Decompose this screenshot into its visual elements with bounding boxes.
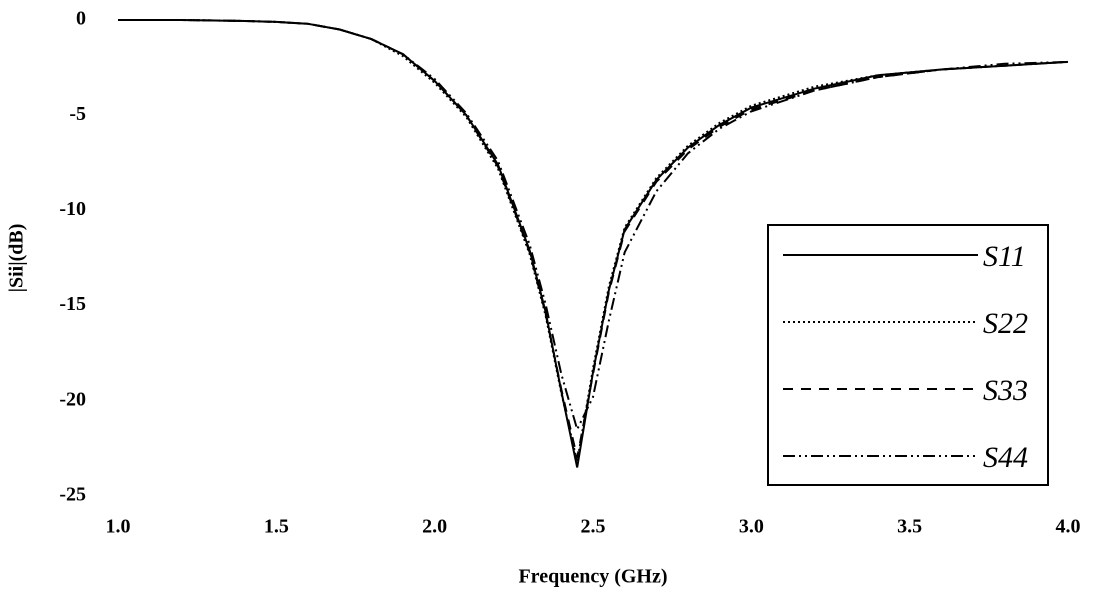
- x-tick-label: 1.0: [106, 516, 131, 538]
- x-tick-label: 1.5: [264, 516, 289, 538]
- y-tick-label: -15: [59, 293, 86, 315]
- x-tick-label: 2.5: [581, 516, 606, 538]
- legend-label: S44: [983, 441, 1028, 474]
- x-tick-label: 2.0: [422, 516, 447, 538]
- x-tick-label: 3.5: [897, 516, 922, 538]
- x-axis-label: Frequency (GHz): [518, 566, 667, 588]
- legend-label: S11: [983, 240, 1026, 273]
- y-tick-label: -25: [59, 484, 86, 506]
- y-tick-label: 0: [76, 8, 86, 30]
- legend-label: S22: [983, 307, 1028, 340]
- legend-box: [767, 224, 1049, 486]
- y-tick-label: -20: [59, 388, 86, 410]
- x-tick-label: 4.0: [1056, 516, 1081, 538]
- line-series: [118, 19, 1069, 433]
- y-tick-label: -5: [69, 103, 86, 125]
- y-tick-label: -10: [59, 198, 86, 220]
- y-axis-label: |Sii|(dB): [6, 224, 28, 293]
- legend-label: S33: [983, 374, 1028, 407]
- x-tick-label: 3.0: [739, 516, 764, 538]
